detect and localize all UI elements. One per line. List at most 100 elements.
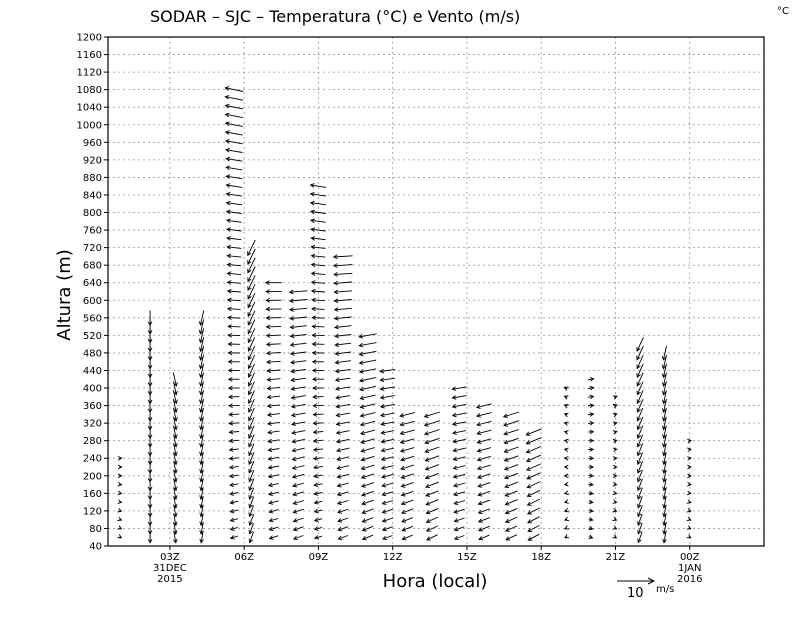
wind-barb <box>335 377 351 381</box>
wind-barb <box>636 354 644 369</box>
wind-barb <box>248 381 255 395</box>
wind-barb-head <box>637 495 642 500</box>
wind-barb-head <box>424 474 430 480</box>
wind-barb <box>293 535 304 540</box>
wind-barb-head <box>225 200 231 206</box>
wind-barb-head <box>117 482 123 487</box>
wind-barb <box>268 430 280 434</box>
wind-barb <box>227 246 242 249</box>
wind-barb-head <box>336 447 341 453</box>
wind-barb-head <box>661 390 667 396</box>
wind-barb-head <box>589 473 594 479</box>
wind-barb-head <box>452 474 458 479</box>
wind-barb-head <box>291 474 297 479</box>
wind-barb-head <box>637 503 642 509</box>
wind-barb-head <box>662 460 667 466</box>
wind-barb <box>248 487 255 500</box>
wind-barb-head <box>247 294 252 300</box>
wind-barb-head <box>291 439 297 444</box>
wind-barb-head <box>423 422 429 427</box>
wind-barb-head <box>612 430 618 435</box>
wind-barb-head <box>225 156 231 162</box>
y-tick-label: 840 <box>83 190 102 201</box>
y-tick-label: 240 <box>83 454 102 465</box>
wind-barb <box>248 354 256 369</box>
wind-barb <box>292 430 306 434</box>
y-tick-label: 120 <box>83 506 102 517</box>
wind-barb <box>337 517 349 522</box>
wind-barb <box>200 487 204 500</box>
wind-barb-head <box>227 377 233 382</box>
wind-barb <box>381 456 394 461</box>
wind-barb-head <box>336 491 342 497</box>
wind-barb <box>637 452 644 465</box>
wind-barb-head <box>117 473 123 479</box>
wind-barb-head <box>423 413 429 418</box>
y-tick-label: 960 <box>83 138 102 149</box>
y-tick-labels: 40 80 120 160 200 240 280 320 360 400 440 480 520 560… <box>77 33 108 553</box>
wind-barb-head <box>198 364 204 370</box>
wind-barb-head <box>228 394 233 400</box>
wind-barb <box>476 403 492 408</box>
wind-barb <box>248 460 255 474</box>
wind-barb-head <box>662 530 667 535</box>
wind-barb <box>311 255 326 258</box>
wind-barb <box>477 438 492 444</box>
wind-barb-head <box>335 403 341 409</box>
y-tick-label: 800 <box>83 208 102 219</box>
wind-barb-head <box>527 527 533 532</box>
wind-profile <box>686 438 692 539</box>
wind-barb-head <box>336 465 342 470</box>
wind-barb <box>293 517 304 522</box>
wind-barb-head <box>336 456 342 462</box>
wind-barb <box>173 531 177 543</box>
wind-barb-head <box>358 342 364 348</box>
wind-barb <box>267 395 281 398</box>
wind-barb <box>291 386 306 390</box>
grid-lines <box>108 37 764 546</box>
wind-barb <box>527 489 541 497</box>
wind-barb <box>335 360 351 364</box>
wind-profile <box>636 337 644 544</box>
wind-barb-head <box>399 448 405 453</box>
wind-barb-head <box>379 368 385 374</box>
wind-barb <box>266 352 281 354</box>
wind-barb <box>226 228 242 232</box>
wind-barb <box>310 211 326 214</box>
wind-barb-head <box>266 386 272 391</box>
wind-barb <box>311 228 326 232</box>
wind-barb <box>290 360 307 364</box>
wind-barb <box>335 342 352 346</box>
wind-barb-head <box>686 499 692 504</box>
wind-barb <box>266 334 282 337</box>
wind-barb-head <box>266 394 272 400</box>
wind-barb-head <box>453 491 459 497</box>
wind-barb-head <box>266 412 272 418</box>
wind-barb <box>454 526 465 531</box>
wind-barb <box>311 264 326 267</box>
wind-barb <box>247 257 256 273</box>
wind-barb-head <box>172 521 178 527</box>
wind-barb-head <box>425 483 430 489</box>
wind-barb <box>453 447 466 452</box>
wind-barb-head <box>453 509 459 514</box>
wind-barb <box>637 460 644 474</box>
wind-barb-head <box>311 341 317 347</box>
wind-barb <box>227 255 242 258</box>
wind-barb <box>269 535 279 540</box>
wind-barb-head <box>563 464 569 470</box>
wind-barb-head <box>228 447 234 452</box>
wind-barb-head <box>173 477 178 483</box>
wind-barb <box>226 166 243 171</box>
wind-barb-head <box>226 280 232 285</box>
wind-barb-head <box>504 518 510 523</box>
wind-barb <box>360 429 376 435</box>
wind-barb <box>637 522 643 534</box>
wind-barb-head <box>172 538 178 544</box>
y-tick-label: 280 <box>83 436 102 447</box>
wind-barb-head <box>292 500 298 506</box>
wind-barb-head <box>228 456 234 461</box>
wind-barb <box>478 525 490 532</box>
wind-barb-head <box>312 447 318 452</box>
